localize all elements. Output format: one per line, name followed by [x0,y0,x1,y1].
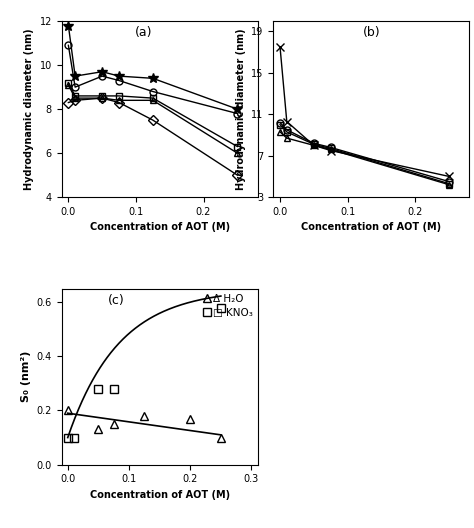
Text: (a): (a) [135,26,153,40]
Legend: 15 °C, 20 °C, 30 °C, 40 °C, 60 °C: 15 °C, 20 °C, 30 °C, 40 °C, 60 °C [420,23,458,84]
Text: (b): (b) [363,26,380,40]
Y-axis label: S₀ (nm²): S₀ (nm²) [21,351,31,402]
X-axis label: Concentration of AOT (M): Concentration of AOT (M) [90,490,230,500]
Y-axis label: Hydrodynamic diameter (nm): Hydrodynamic diameter (nm) [24,29,34,190]
X-axis label: Concentration of AOT (M): Concentration of AOT (M) [301,222,441,232]
Y-axis label: Hydrodynamic diameter (nm): Hydrodynamic diameter (nm) [236,29,246,190]
Legend: Δ H₂O, □ KNO₃: Δ H₂O, □ KNO₃ [205,294,252,318]
Text: (c): (c) [108,294,125,307]
X-axis label: Concentration of AOT (M): Concentration of AOT (M) [90,222,230,232]
